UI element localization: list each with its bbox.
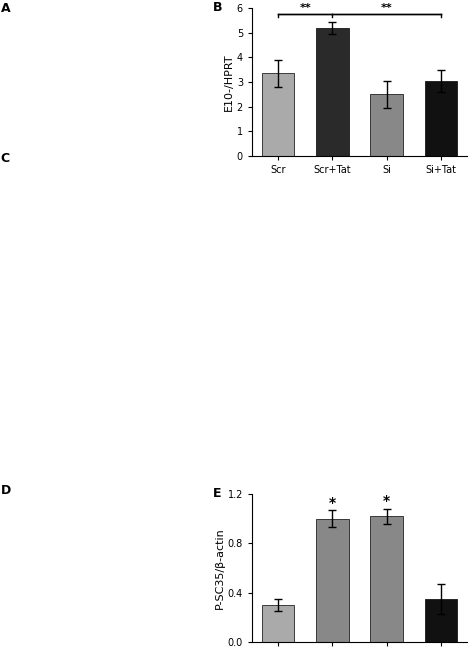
Bar [370, 95, 403, 156]
Text: E: E [213, 487, 222, 500]
Text: C: C [0, 152, 9, 165]
Bar [262, 73, 294, 156]
Text: D: D [0, 484, 11, 497]
Bar [316, 518, 349, 642]
Bar [370, 516, 403, 642]
Text: A: A [0, 2, 10, 15]
Bar [262, 605, 294, 642]
Text: **: ** [300, 3, 311, 13]
Text: *: * [329, 496, 336, 510]
Bar [425, 599, 457, 642]
Y-axis label: P-SC35/β-actin: P-SC35/β-actin [215, 527, 225, 609]
Text: B: B [213, 1, 223, 14]
Y-axis label: E10-/HPRT: E10-/HPRT [224, 53, 234, 111]
Bar [425, 81, 457, 156]
Text: **: ** [381, 3, 392, 13]
Bar [316, 28, 349, 156]
Text: *: * [383, 494, 390, 507]
